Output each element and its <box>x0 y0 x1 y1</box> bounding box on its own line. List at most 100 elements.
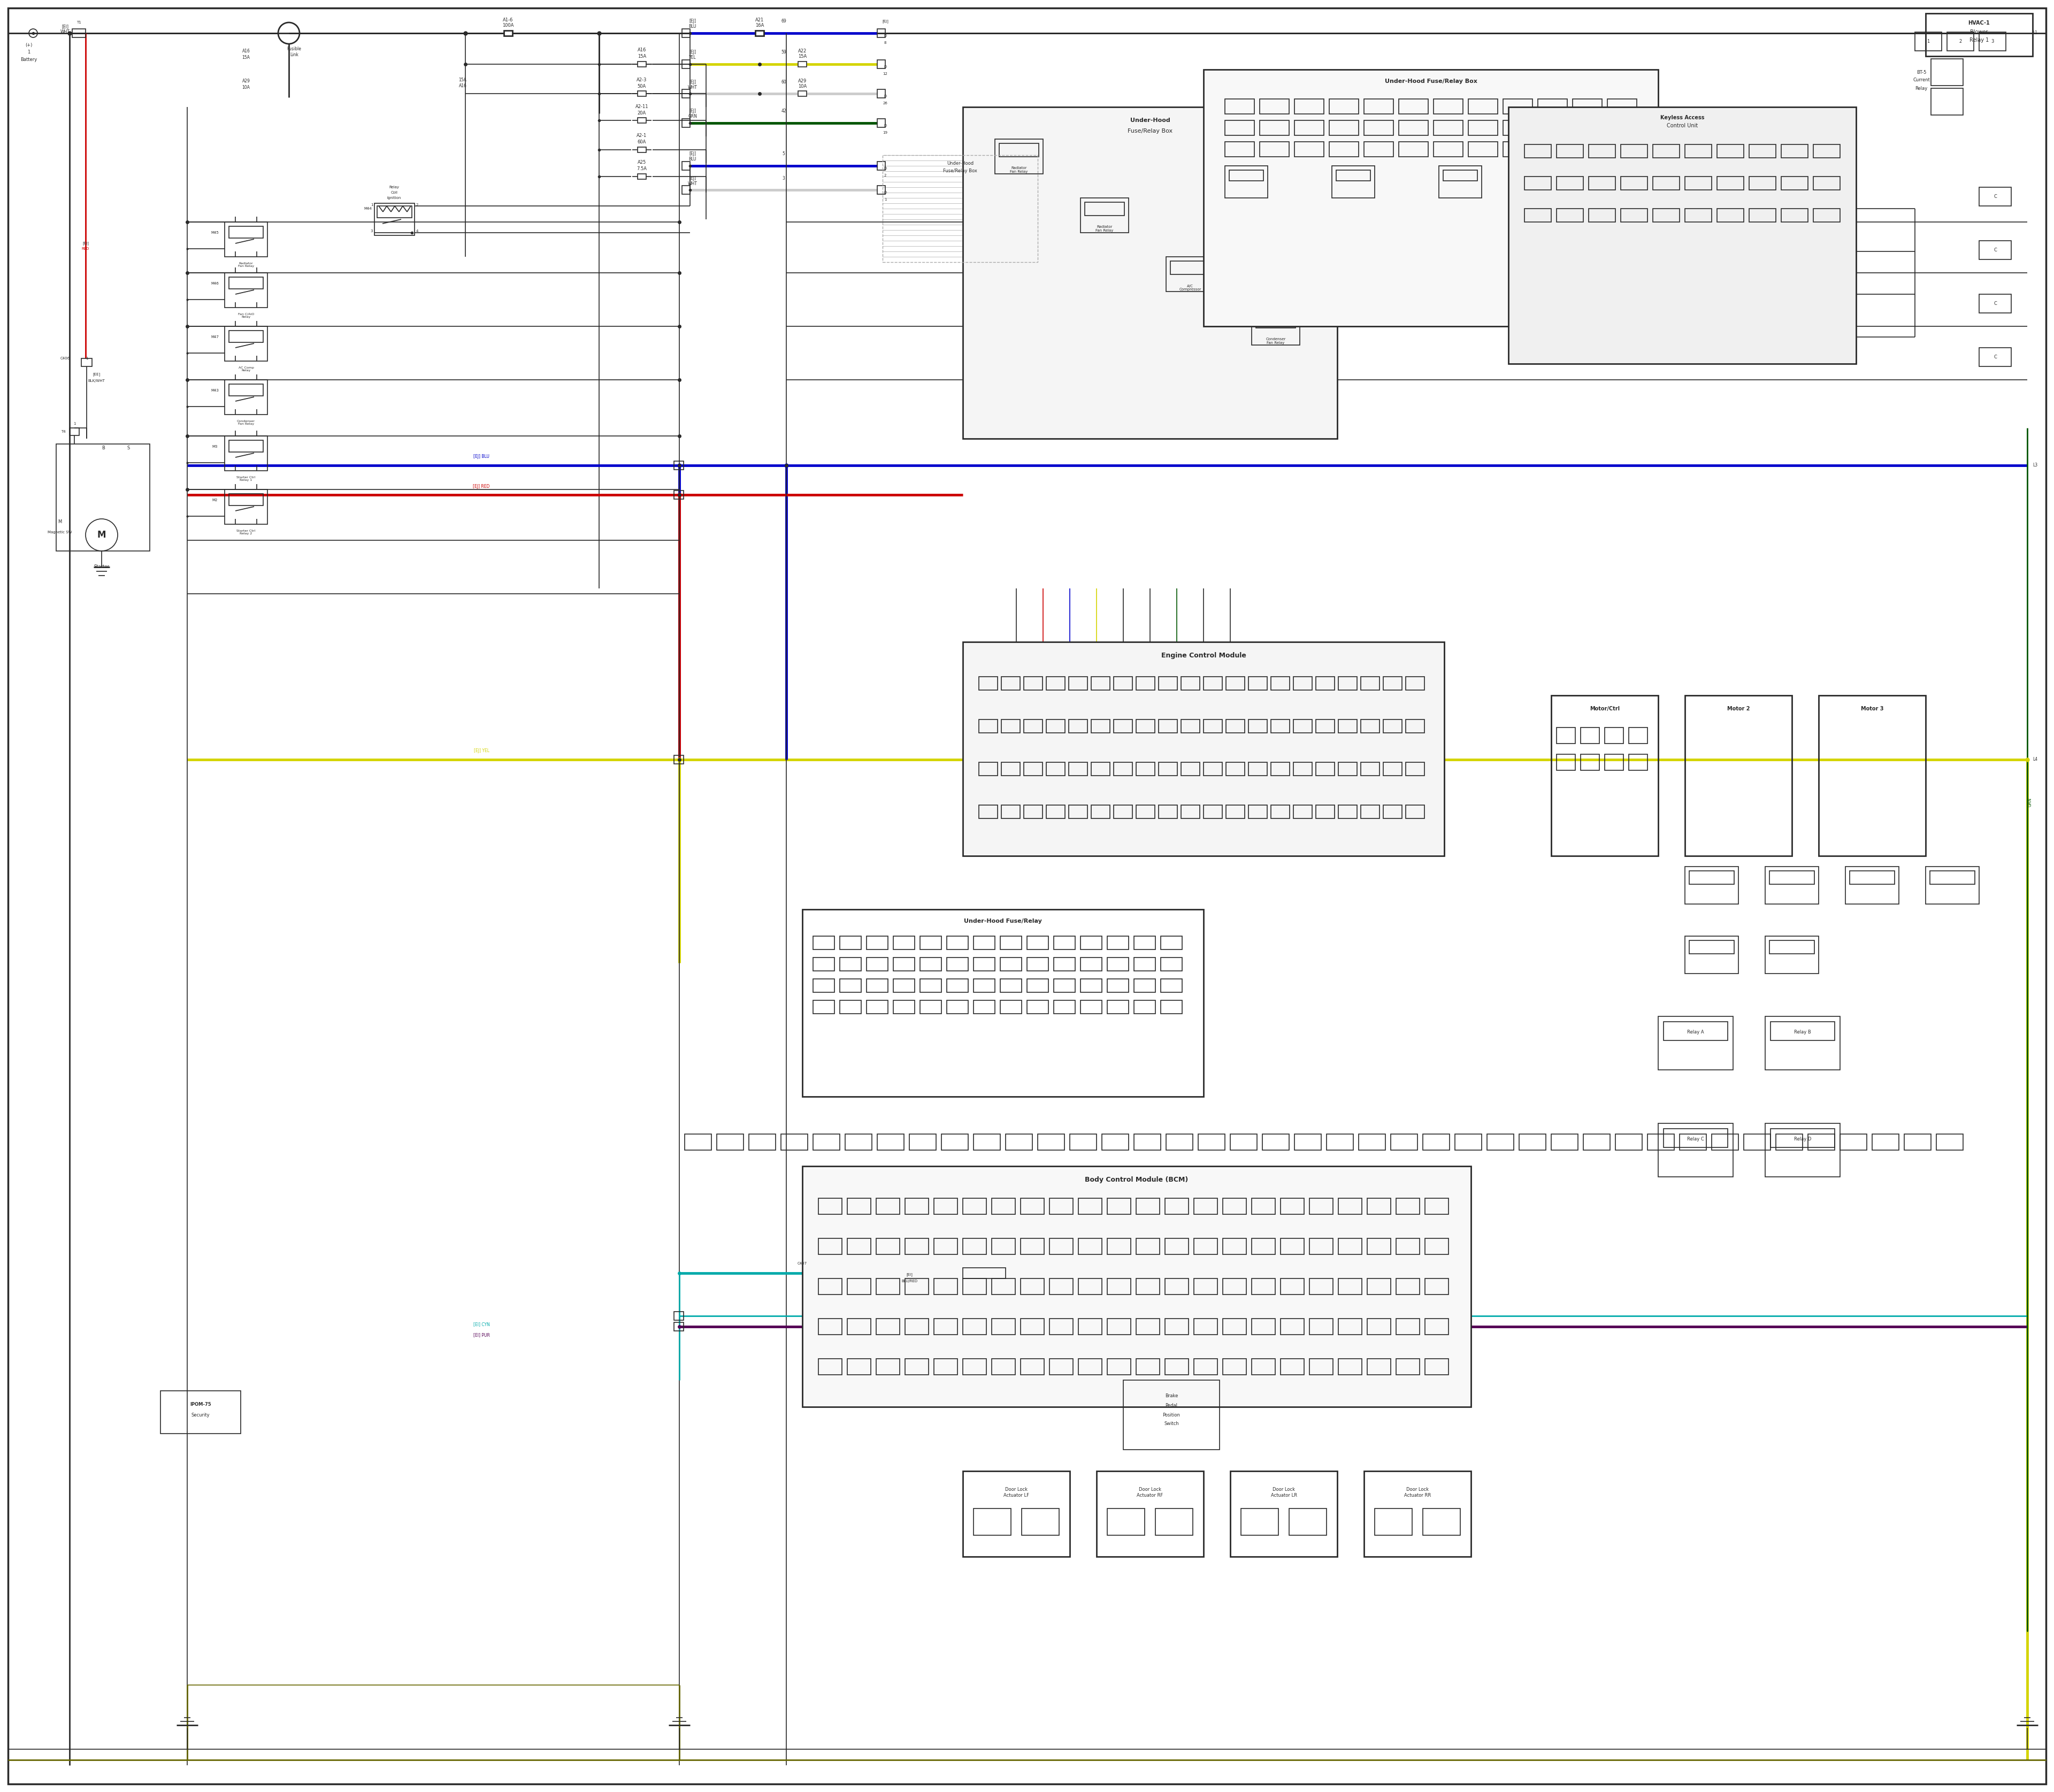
Text: A/C
Compressor: A/C Compressor <box>1179 285 1202 292</box>
Text: A21: A21 <box>756 18 764 23</box>
Bar <box>1399 120 1428 136</box>
Text: M: M <box>58 520 62 523</box>
Bar <box>1154 1509 1193 1536</box>
Bar <box>1204 762 1222 776</box>
Bar <box>1871 1134 1898 1150</box>
Bar <box>935 1238 957 1254</box>
Text: L4: L4 <box>2033 758 2038 762</box>
Bar <box>883 156 1037 262</box>
Bar <box>817 1358 842 1374</box>
Bar <box>1054 978 1074 993</box>
Bar <box>906 1238 928 1254</box>
Bar <box>1165 1319 1189 1335</box>
Text: GRN: GRN <box>2027 797 2031 806</box>
Bar <box>1368 1278 1391 1294</box>
Bar <box>867 935 887 950</box>
Bar <box>1582 754 1600 771</box>
Bar <box>980 677 998 690</box>
Bar <box>1181 677 1200 690</box>
Text: RED: RED <box>82 247 90 251</box>
Bar <box>717 1134 744 1150</box>
Bar <box>1764 1124 1840 1177</box>
Bar <box>228 278 263 289</box>
Bar <box>840 957 861 971</box>
Bar <box>877 59 885 68</box>
Bar <box>1113 762 1132 776</box>
Bar <box>1621 145 1647 158</box>
Text: A29: A29 <box>799 79 807 82</box>
Bar <box>1002 762 1021 776</box>
Bar <box>1750 177 1777 190</box>
Bar <box>1717 177 1744 190</box>
Text: [EJ] RED: [EJ] RED <box>472 484 489 489</box>
Bar <box>980 762 998 776</box>
Bar <box>893 978 914 993</box>
Bar <box>1317 762 1335 776</box>
Bar <box>994 140 1043 174</box>
Bar <box>1364 142 1393 156</box>
Text: BLU/RED: BLU/RED <box>902 1279 918 1283</box>
Bar <box>1405 719 1423 733</box>
Bar <box>1629 728 1647 744</box>
Bar <box>813 957 834 971</box>
Text: [EI] CYN: [EI] CYN <box>472 1322 489 1326</box>
Text: Under-Hood: Under-Hood <box>947 161 974 165</box>
Bar <box>1091 677 1109 690</box>
Bar <box>1294 805 1313 819</box>
Bar <box>1167 1134 1193 1150</box>
Bar <box>1050 1358 1072 1374</box>
Bar <box>992 1199 1015 1215</box>
Bar <box>877 1358 900 1374</box>
Bar <box>1222 1199 1247 1215</box>
Bar <box>1629 754 1647 771</box>
Bar <box>1317 719 1335 733</box>
Bar <box>224 489 267 525</box>
Bar <box>1222 1358 1247 1374</box>
Bar <box>1937 1134 1964 1150</box>
Bar <box>1397 1199 1419 1215</box>
Bar <box>1226 805 1245 819</box>
Bar <box>1538 142 1567 156</box>
Bar <box>1557 177 1584 190</box>
Bar <box>1000 935 1021 950</box>
Text: Engine Control Module: Engine Control Module <box>1161 652 1247 659</box>
Text: A1-6: A1-6 <box>503 18 514 23</box>
Bar <box>906 1358 928 1374</box>
Bar <box>1068 719 1087 733</box>
Text: Under-Hood Fuse/Relay Box: Under-Hood Fuse/Relay Box <box>1384 79 1477 84</box>
Bar <box>1021 1278 1043 1294</box>
Bar <box>224 380 267 414</box>
Bar <box>1764 1016 1840 1070</box>
Bar <box>1193 1358 1218 1374</box>
Text: B: B <box>101 446 105 450</box>
Bar <box>1165 1199 1189 1215</box>
Bar <box>1136 1358 1161 1374</box>
Text: A2-3: A2-3 <box>637 77 647 82</box>
Text: HVAC-1: HVAC-1 <box>1968 20 1990 25</box>
Bar <box>1050 1199 1072 1215</box>
Bar <box>1230 1134 1257 1150</box>
Text: D: D <box>883 124 887 127</box>
Text: 7.5A: 7.5A <box>637 167 647 172</box>
Bar <box>1068 677 1087 690</box>
Bar <box>1251 310 1300 346</box>
Text: Condenser
Fan Relay: Condenser Fan Relay <box>236 419 255 425</box>
Bar <box>1425 1238 1448 1254</box>
Bar <box>1023 719 1043 733</box>
Bar <box>1317 805 1335 819</box>
Text: A2-11: A2-11 <box>635 104 649 109</box>
Text: 50A: 50A <box>637 84 647 88</box>
Bar <box>906 1278 928 1294</box>
Bar <box>1851 871 1894 883</box>
Bar <box>974 1509 1011 1536</box>
Bar <box>813 978 834 993</box>
Bar <box>1181 719 1200 733</box>
Bar <box>1027 1000 1048 1014</box>
Bar <box>1904 1134 1931 1150</box>
Bar <box>1364 120 1393 136</box>
Bar <box>947 935 967 950</box>
Bar <box>1397 1238 1419 1254</box>
Bar <box>1339 677 1358 690</box>
Bar <box>867 978 887 993</box>
Text: Control Unit: Control Unit <box>1666 124 1699 129</box>
